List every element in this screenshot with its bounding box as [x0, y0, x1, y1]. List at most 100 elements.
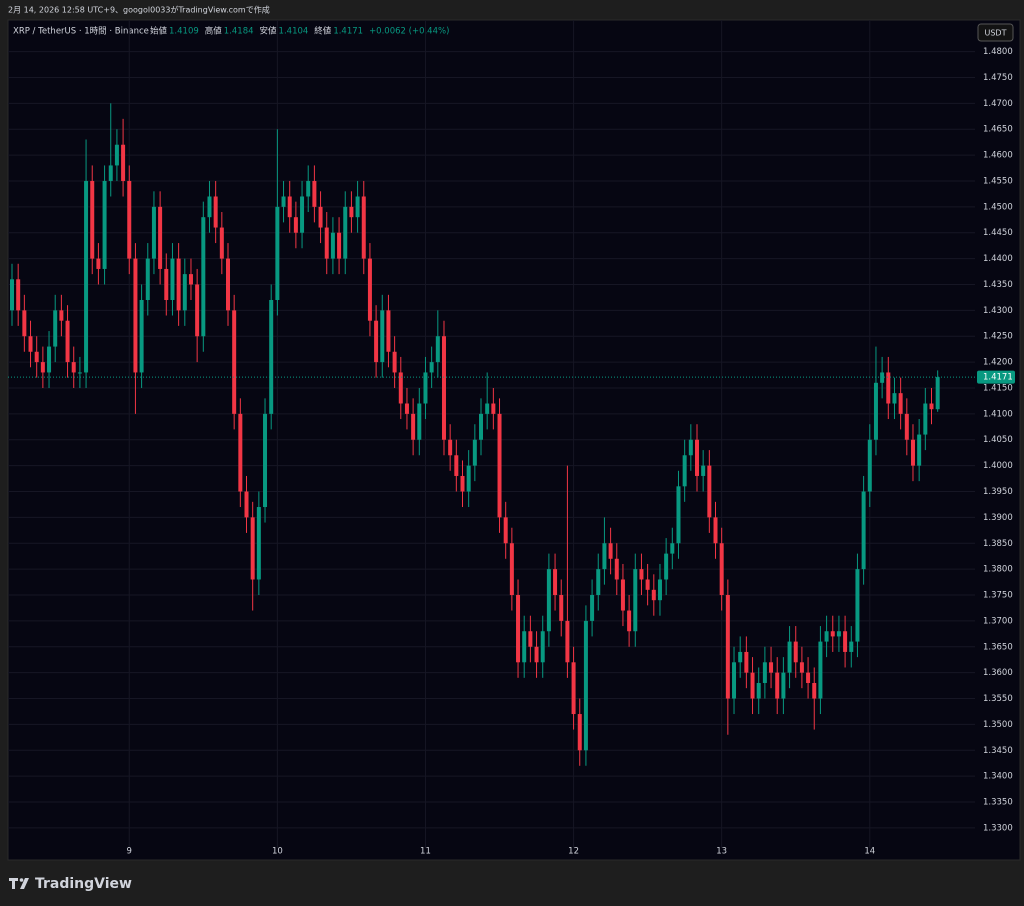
- candle-body: [787, 641, 792, 673]
- candle-body: [40, 362, 45, 373]
- candle-body: [497, 413, 502, 518]
- y-tick-label: 1.4600: [983, 151, 1013, 161]
- candle-body: [670, 543, 675, 554]
- ohlc-label: 始値: [150, 26, 168, 37]
- candle-body: [873, 382, 878, 440]
- candle-body: [830, 631, 835, 637]
- candle-body: [374, 320, 379, 363]
- candle-body: [892, 393, 897, 404]
- candle-body: [577, 714, 582, 751]
- candle-body: [843, 631, 848, 652]
- candle-body: [559, 595, 564, 621]
- candle-body: [275, 206, 280, 300]
- y-tick-label: 1.4300: [983, 306, 1013, 316]
- candle-body: [293, 217, 298, 233]
- candle-body: [602, 543, 607, 570]
- candle-body: [380, 310, 385, 363]
- candle-body: [694, 439, 699, 476]
- candle-body: [701, 465, 706, 476]
- candle-body: [818, 641, 823, 699]
- candle-body: [725, 595, 730, 699]
- y-tick-label: 1.4000: [983, 461, 1013, 471]
- y-tick-label: 1.3700: [983, 616, 1013, 626]
- candle-body: [355, 196, 360, 218]
- candle-body: [688, 439, 693, 456]
- candle-body: [516, 595, 521, 663]
- candle-body: [861, 491, 866, 570]
- candle-body: [429, 362, 434, 373]
- y-tick-label: 1.4150: [983, 383, 1013, 393]
- y-tick-label: 1.4550: [983, 176, 1013, 186]
- candle-body: [16, 279, 21, 311]
- candle-body: [781, 672, 786, 699]
- candle-body: [28, 336, 33, 352]
- candle-body: [164, 268, 169, 300]
- candle-body: [34, 351, 39, 363]
- candle-body: [238, 413, 243, 492]
- candle-body: [306, 180, 311, 197]
- candle-body: [176, 258, 181, 311]
- x-tick-label: 11: [420, 847, 431, 857]
- candle-body: [53, 310, 58, 347]
- candle-body: [145, 258, 150, 300]
- candle-body: [47, 346, 52, 373]
- candle-body: [22, 310, 27, 337]
- candle-body: [170, 258, 175, 300]
- y-tick-label: 1.3400: [983, 772, 1013, 782]
- y-tick-label: 1.4250: [983, 332, 1013, 342]
- candle-body: [423, 372, 428, 404]
- candle-body: [485, 403, 490, 414]
- y-tick-label: 1.3850: [983, 539, 1013, 549]
- candle-body: [114, 144, 119, 166]
- ohlc-label: 終値: [314, 26, 332, 37]
- candle-body: [201, 217, 206, 337]
- candle-body: [398, 372, 403, 404]
- candle-body: [318, 206, 323, 228]
- candle-body: [213, 196, 218, 228]
- candle-body: [620, 579, 625, 611]
- candle-body: [441, 336, 446, 440]
- candle-body: [188, 274, 193, 285]
- candle-body: [256, 507, 261, 580]
- candle-body: [386, 310, 391, 352]
- candle-body: [361, 196, 366, 259]
- y-tick-label: 1.4500: [983, 202, 1013, 212]
- y-tick-label: 1.4050: [983, 435, 1013, 445]
- logo-icon: [9, 878, 29, 889]
- candle-body: [349, 206, 354, 218]
- currency[interactable]: USDT: [985, 29, 1007, 38]
- candle-body: [59, 310, 64, 321]
- y-tick-label: 1.4450: [983, 228, 1013, 238]
- y-tick-label: 1.3950: [983, 487, 1013, 497]
- candle-body: [139, 300, 144, 373]
- candle-body: [195, 284, 200, 337]
- y-tick-label: 1.3650: [983, 642, 1013, 652]
- candle-body: [824, 631, 829, 642]
- candle-body: [343, 206, 348, 259]
- candle-body: [71, 362, 76, 373]
- candle-body: [460, 475, 465, 492]
- candle-body: [596, 569, 601, 596]
- ohlc-label: 安値: [260, 26, 278, 37]
- candle-body: [232, 310, 237, 414]
- candle-body: [855, 569, 860, 642]
- candle-body: [627, 610, 632, 632]
- symbol: XRP / TetherUS · 1時間 · Binance: [13, 27, 149, 37]
- candle-body: [263, 413, 268, 508]
- ohlc-value: 1.4104: [279, 27, 309, 37]
- candle-body: [472, 439, 477, 466]
- candle-body: [775, 672, 780, 699]
- currency-button[interactable]: [977, 23, 1014, 42]
- logo-part: [20, 878, 29, 889]
- candle-body: [454, 455, 459, 476]
- ohlc-header: 始値 1.4109 高値 1.4184 安値 1.4104 終値 1.4171 +0.0062 …: [150, 26, 449, 37]
- x-tick-label: 13: [716, 847, 727, 857]
- candle-body: [608, 543, 613, 559]
- candle-body: [565, 620, 570, 663]
- candle-body: [910, 439, 915, 466]
- candle-body: [645, 579, 650, 590]
- candle-body: [639, 569, 644, 580]
- candle-body: [367, 258, 372, 321]
- candle-body: [929, 403, 934, 410]
- y-tick-label: 1.3900: [983, 513, 1013, 523]
